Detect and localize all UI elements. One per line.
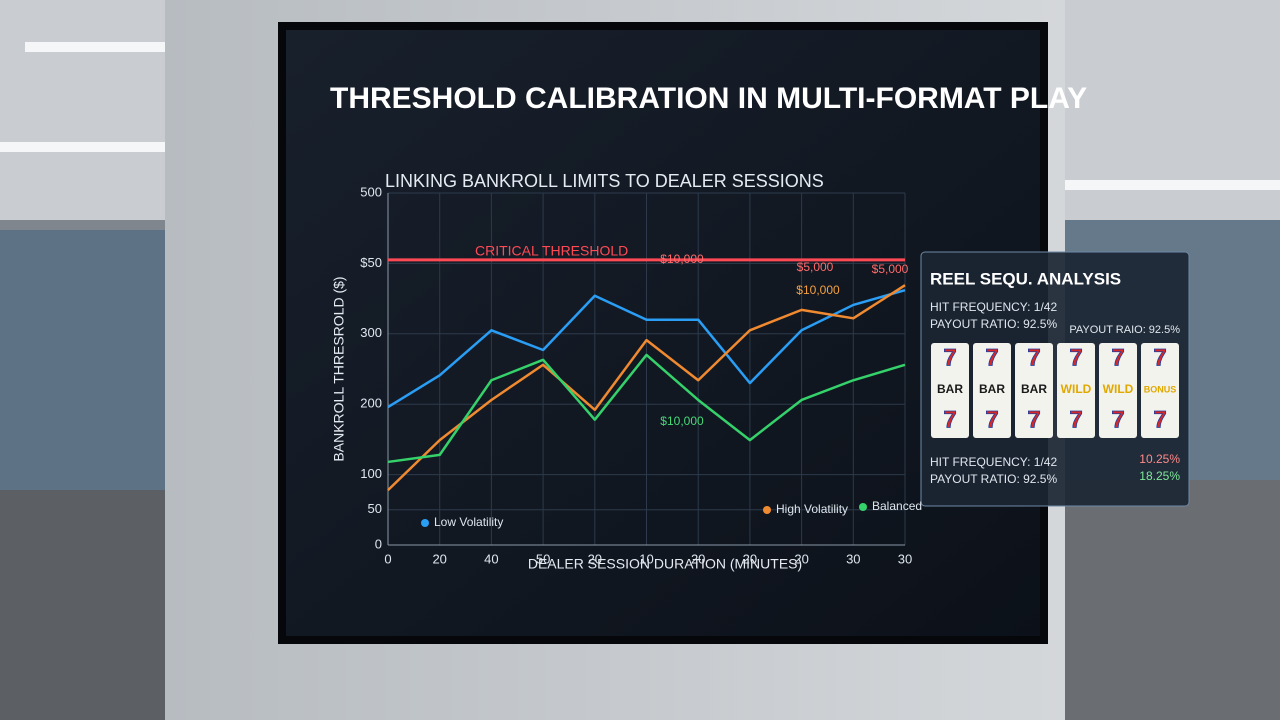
reel-symbol: 7 xyxy=(943,344,956,371)
panel-stat: 10.25% xyxy=(1139,452,1180,466)
reel xyxy=(931,343,969,438)
floor xyxy=(1065,480,1280,720)
reel-symbol: 7 xyxy=(985,344,998,371)
panel-stat: PAYOUT RAIO: 92.5% xyxy=(1069,324,1180,336)
reel-symbol: 7 xyxy=(1111,406,1124,433)
ceiling-light xyxy=(0,142,165,152)
annotation: $5,000 xyxy=(872,262,909,276)
x-tick-label: 20 xyxy=(588,551,602,566)
x-tick-label: 40 xyxy=(484,551,498,566)
reel-symbol: BONUS xyxy=(1144,384,1177,394)
threshold-label: CRITICAL THRESHOLD xyxy=(475,243,628,259)
legend-marker xyxy=(859,503,867,511)
window xyxy=(0,230,165,490)
y-tick-label: 500 xyxy=(360,184,382,199)
reel xyxy=(1057,343,1095,438)
reel-symbol: WILD xyxy=(1103,382,1134,396)
reel-symbol: 7 xyxy=(1027,406,1040,433)
series-line xyxy=(387,284,906,491)
x-tick-label: 50 xyxy=(536,551,550,566)
legend-label: Low Volatility xyxy=(434,515,503,529)
panel-title: REEL SEQU. ANALYSIS xyxy=(930,269,1121,288)
y-tick-label: 200 xyxy=(360,396,382,411)
panel-stat: HIT FREQUENCY: 1/42 xyxy=(930,455,1057,469)
legend-marker xyxy=(421,519,429,527)
annotation: $10,000 xyxy=(660,414,704,428)
legend-marker xyxy=(763,506,771,514)
screen xyxy=(286,30,1040,636)
x-tick-label: 20 xyxy=(794,551,808,566)
reel-symbol: BAR xyxy=(937,382,963,396)
x-tick-label: 30 xyxy=(898,551,912,566)
x-tick-label: 20 xyxy=(432,551,446,566)
y-tick-label: 100 xyxy=(360,466,382,481)
reel xyxy=(1015,343,1053,438)
y-tick-label: 50 xyxy=(368,501,382,516)
side-panel xyxy=(920,251,1190,507)
reel-symbol: BAR xyxy=(979,382,1005,396)
legend-label: High Volatility xyxy=(776,502,848,516)
reel-symbol: 7 xyxy=(1069,344,1082,371)
legend-label: Balanced xyxy=(872,499,922,513)
floor xyxy=(0,490,165,720)
reel-symbol: 7 xyxy=(1069,406,1082,433)
reel-symbol: 7 xyxy=(1153,406,1166,433)
chart-subtitle: LINKING BANKROLL LIMITS TO DEALER SESSIO… xyxy=(385,171,824,191)
ceiling-light xyxy=(25,42,165,52)
reel xyxy=(1141,343,1179,438)
panel-stat: 18.25% xyxy=(1139,469,1180,483)
annotation: $10,000 xyxy=(660,252,704,266)
reel-symbol: BAR xyxy=(1021,382,1047,396)
series-line xyxy=(387,353,906,464)
x-tick-label: 20 xyxy=(743,551,757,566)
panel-stat: PAYOUT RATIO: 92.5% xyxy=(930,317,1057,331)
reel-symbol: 7 xyxy=(943,406,956,433)
reel xyxy=(1099,343,1137,438)
reel-symbol: 7 xyxy=(1027,344,1040,371)
chart-title: THRESHOLD CALIBRATION IN MULTI-FORMAT PL… xyxy=(330,82,1087,115)
ceiling-light xyxy=(1065,180,1280,190)
x-tick-label: 30 xyxy=(846,551,860,566)
y-tick-label: 300 xyxy=(360,325,382,340)
x-axis-label: DEALER SESSION DURATION (MINUTES) xyxy=(528,556,802,572)
series-line xyxy=(387,288,906,409)
panel-stat: PAYOUT RATIO: 92.5% xyxy=(930,472,1057,486)
reel xyxy=(973,343,1011,438)
y-tick-label: $50 xyxy=(360,255,382,270)
annotation: $10,000 xyxy=(796,283,840,297)
reel-symbol: 7 xyxy=(985,406,998,433)
y-axis-label: BANKROLL THRESROLD ($) xyxy=(331,276,347,461)
y-tick-label: 0 xyxy=(375,536,382,551)
x-tick-label: 10 xyxy=(639,551,653,566)
reel-symbol: 7 xyxy=(1111,344,1124,371)
annotation: $5,000 xyxy=(797,260,834,274)
reel-symbol: 7 xyxy=(1153,344,1166,371)
panel-stat: HIT FREQUENCY: 1/42 xyxy=(930,300,1057,314)
x-tick-label: 20 xyxy=(691,551,705,566)
x-tick-label: 0 xyxy=(384,551,391,566)
reel-symbol: WILD xyxy=(1061,382,1092,396)
